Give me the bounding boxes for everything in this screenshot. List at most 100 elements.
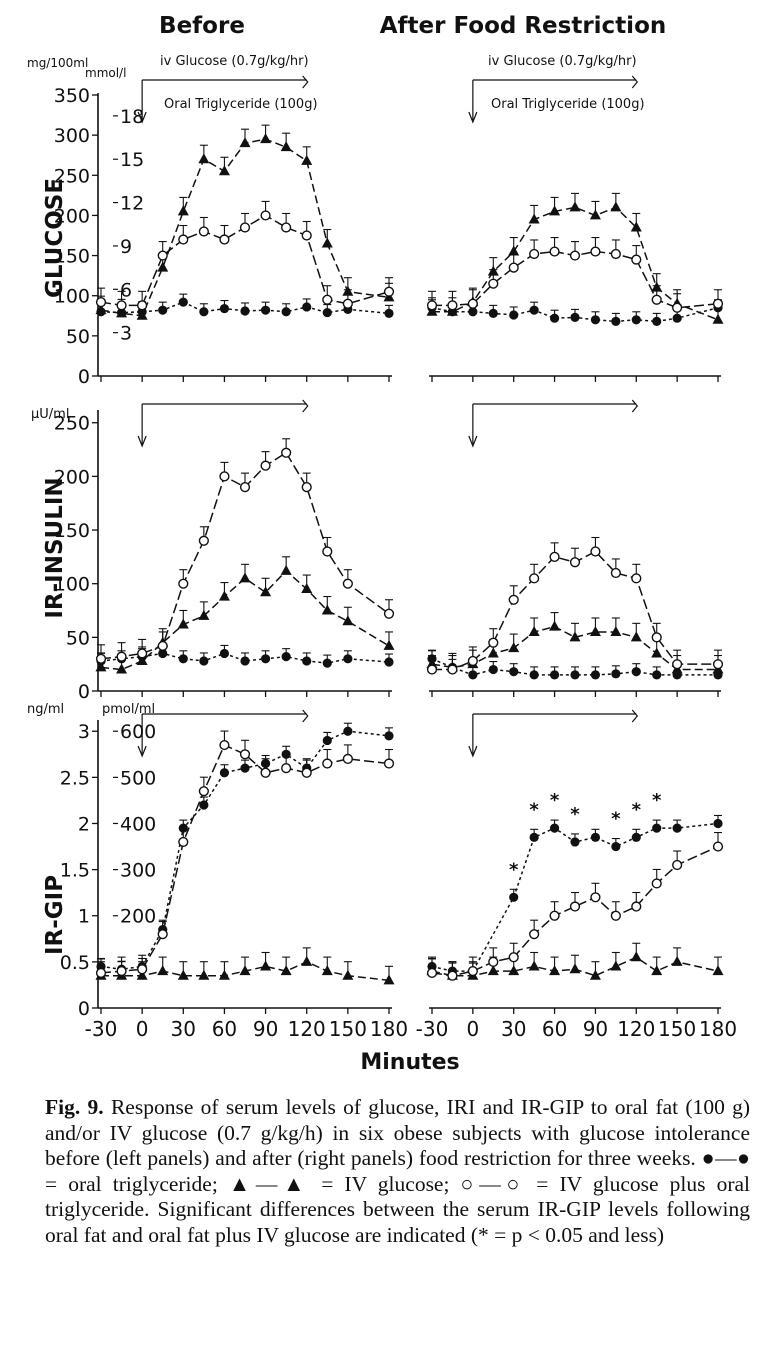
glucose-before-point-filled-triangle <box>198 153 210 164</box>
glucose-after-point-filled-triangle <box>446 305 458 316</box>
gip-after-point-filled-triangle <box>630 951 642 962</box>
gip-after-point-filled-triangle <box>528 960 540 971</box>
insulin-before-point-filled-circle <box>281 652 291 662</box>
insulin-after-point-open-circle <box>508 594 519 605</box>
glucose-before-end-arrowhead <box>302 75 309 89</box>
insulin-after-point-filled-circle <box>529 670 539 680</box>
gip-after-point-filled-triangle <box>610 960 622 971</box>
glucose-before-point-filled-triangle <box>177 205 189 216</box>
gip-after-end-arrowhead <box>631 709 639 723</box>
glucose-after-point-open-circle <box>508 262 519 273</box>
gip-before-point-open-circle <box>260 767 271 778</box>
gip-after-point-filled-circle <box>713 818 723 829</box>
iv-glucose-label-before: iv Glucose (0.7g/kg/hr) <box>160 54 309 69</box>
insulin-before-point-open-circle <box>219 471 230 482</box>
insulin-before-point-open-circle <box>239 482 251 493</box>
gip-after-point-open-circle <box>672 859 683 871</box>
gip-before-point-filled-triangle <box>383 974 395 985</box>
gip-before-point-filled-triangle <box>157 965 169 976</box>
gip-after-significance-star: * <box>509 859 519 880</box>
glucose-before-point-open-circle <box>342 298 353 309</box>
insulin-after-point-open-circle <box>651 632 662 643</box>
glucose-after-point-filled-triangle <box>549 205 561 216</box>
glucose-before-point-open-circle <box>95 297 107 308</box>
gip-after-significance-star: * <box>570 804 580 825</box>
gip-after-point-open-circle <box>488 956 499 967</box>
glucose-after-point-open-circle <box>488 278 499 289</box>
insulin-before-start-arrowhead <box>137 435 147 448</box>
insulin-after-point-open-circle <box>426 664 438 675</box>
gip-after-point-filled-triangle <box>589 969 601 980</box>
glucose-before-point-filled-triangle <box>260 133 272 144</box>
gip-after-significance-star: * <box>529 799 539 820</box>
insulin-before-point-open-circle <box>95 653 107 664</box>
gip-before-x-tick-label: 0 <box>136 1017 149 1041</box>
gip-before-point-filled-circle <box>384 731 394 741</box>
glucose-before-point-filled-triangle <box>218 165 230 176</box>
gip-before-point-open-circle <box>198 786 209 797</box>
gip-before-point-open-circle <box>281 763 292 774</box>
insulin-before-point-open-circle <box>383 608 395 619</box>
gip-before-point-filled-triangle <box>342 969 354 980</box>
insulin-after-point-filled-triangle <box>528 625 540 636</box>
glucose-before-point-open-circle <box>219 234 230 245</box>
insulin-after-point-open-circle <box>569 557 581 568</box>
gip-before-point-open-circle <box>219 739 230 751</box>
glucose-after-point-filled-triangle <box>712 313 724 324</box>
insulin-before-point-open-circle <box>281 447 292 458</box>
glucose-after-point-filled-triangle <box>610 201 622 212</box>
insulin-before-y-tick-label: 100 <box>54 574 90 596</box>
gip-after-start-arrowhead <box>468 745 478 758</box>
gip-before-y-tick-label: 1.5 <box>60 860 90 882</box>
gip-before-y2-tick-label: 200 <box>120 906 156 928</box>
insulin-before-point-open-circle <box>178 578 189 589</box>
gip-before-point-filled-triangle <box>301 955 313 966</box>
insulin-before-point-filled-triangle <box>116 663 128 674</box>
glucose-before-point-open-circle <box>116 300 127 311</box>
insulin-before-y-tick-label: 50 <box>66 627 90 649</box>
gip-after-point-open-circle <box>651 878 662 889</box>
gip-before-y-tick-label: 3 <box>78 721 90 743</box>
gip-before-point-filled-triangle <box>198 969 210 980</box>
gip-after-point-open-circle <box>569 901 581 912</box>
glucose-before-y-tick-label: 250 <box>54 165 90 187</box>
gip-before-point-filled-circle <box>219 768 230 778</box>
gip-before-x-tick-label: -30 <box>85 1017 118 1041</box>
insulin-after-point-open-circle <box>631 573 642 584</box>
glucose-before-y-tick-label: 100 <box>54 286 90 308</box>
gip-before-y-tick-label: 2 <box>78 813 90 835</box>
insulin-before-point-filled-triangle <box>260 586 272 597</box>
insulin-before-point-open-circle <box>260 460 271 471</box>
glucose-before-point-open-circle <box>178 234 189 245</box>
gip-before-point-filled-triangle <box>260 960 272 971</box>
gip-before-point-open-circle <box>301 767 312 778</box>
glucose-before-y2-tick-label: 9 <box>120 236 132 258</box>
gip-after-x-tick-label: 30 <box>501 1017 526 1041</box>
glucose-before-point-open-circle <box>137 300 148 311</box>
insulin-before-point-filled-circle <box>178 654 188 664</box>
gip-after-significance-star: * <box>632 799 642 820</box>
gip-after-point-filled-circle <box>652 823 662 833</box>
glucose-after-point-filled-triangle <box>569 201 581 212</box>
gip-before-point-filled-circle <box>343 726 353 736</box>
glucose-before-point-open-circle <box>281 222 292 233</box>
title-after: After Food Restriction <box>380 13 667 39</box>
insulin-before-y-tick-label: 250 <box>54 413 90 435</box>
insulin-before-point-open-circle <box>198 535 209 546</box>
insulin-after-point-filled-triangle <box>630 631 642 642</box>
insulin-before-point-filled-triangle <box>95 661 107 672</box>
gip-after-significance-star: * <box>550 790 560 811</box>
insulin-after-point-filled-circle <box>570 670 580 680</box>
row-label-glucose: GLUCOSE <box>42 178 68 298</box>
gip-after-point-open-circle <box>590 892 601 903</box>
insulin-before-point-filled-triangle <box>280 564 292 575</box>
gip-before-y-tick-label: 2.5 <box>60 767 90 789</box>
gip-after-significance-star: * <box>652 790 662 811</box>
insulin-after-end-arrowhead <box>631 399 639 413</box>
insulin-after-point-filled-circle <box>611 669 621 679</box>
title-before: Before <box>159 13 245 39</box>
insulin-after-point-filled-triangle <box>569 631 581 642</box>
gip-before-point-open-circle <box>342 753 353 765</box>
glucose-after-point-open-circle <box>529 248 540 260</box>
glucose-before-point-filled-triangle <box>136 309 148 320</box>
